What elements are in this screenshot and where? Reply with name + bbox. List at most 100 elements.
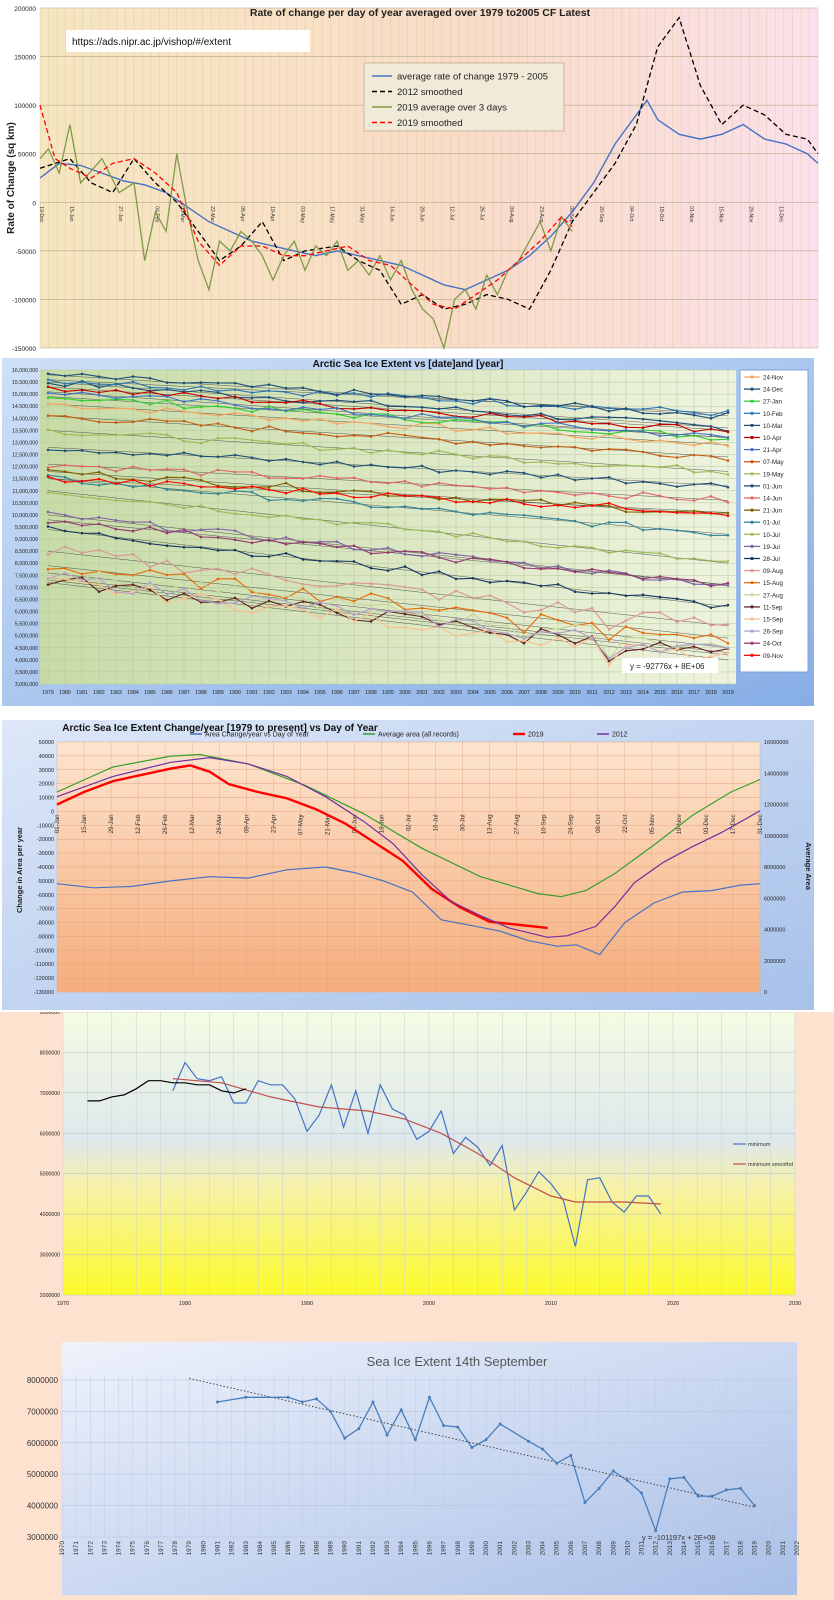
chart2-series-marker: [675, 411, 679, 414]
chart2-series-marker: [709, 427, 713, 431]
chart2-series-marker: [301, 606, 305, 610]
chart2-series-marker: [148, 417, 152, 421]
chart2-series-marker: [624, 481, 628, 485]
chart2-series-marker: [590, 449, 594, 453]
chart2-series-marker: [233, 453, 237, 457]
chart2-legend-label: 19-May: [763, 471, 785, 478]
chart2-series-marker: [318, 603, 322, 606]
chart2-ytick-label: 4,000,000: [15, 658, 38, 664]
chart2-series-marker: [675, 577, 679, 581]
chart2-series-marker: [505, 404, 509, 407]
chart2-series-marker: [658, 510, 662, 513]
chart2-series-marker: [267, 555, 271, 558]
chart2-series-marker: [335, 523, 339, 526]
chart2-series-marker: [573, 610, 577, 614]
chart2-series-marker: [267, 383, 271, 386]
chart3-y2tick-label: 14000000: [764, 771, 788, 777]
chart2-xtick-label: 1991: [246, 690, 258, 696]
chart3-y2tick-label: 12000000: [764, 803, 788, 809]
chart2-series-marker: [488, 536, 492, 539]
chart2-series-marker: [165, 454, 169, 457]
chart2-series-marker: [505, 616, 509, 620]
chart5-xtick-label: 1973: [101, 1541, 108, 1556]
chart2-series-marker: [284, 604, 288, 607]
chart5-series-marker: [385, 1433, 389, 1437]
chart2-series-marker: [114, 592, 118, 596]
chart2-series-marker: [539, 412, 543, 415]
chart2-series-marker: [352, 420, 356, 424]
chart3-ytick-label: -110000: [34, 962, 54, 968]
chart2-ytick-label: 8,500,000: [15, 549, 38, 555]
chart2-trendline: [47, 415, 729, 458]
chart2-series-marker: [624, 497, 628, 500]
chart2-legend-marker: [750, 641, 754, 645]
chart2-series-marker: [131, 386, 135, 390]
chart2-series-marker: [182, 597, 186, 600]
chart2-series-marker: [556, 601, 560, 604]
chart5-xtick-label: 1980: [200, 1541, 207, 1556]
chart2-series-marker: [709, 511, 713, 515]
chart2-legend-marker: [750, 448, 754, 452]
chart2-series-marker: [437, 399, 441, 403]
chart4-ytick-label: 8000000: [40, 1050, 60, 1056]
chart2-series-marker: [386, 448, 390, 452]
chart2-series-marker: [131, 573, 135, 577]
chart2-series-marker: [522, 561, 526, 564]
chart2-series-marker: [369, 451, 373, 455]
chart2-series-marker: [335, 595, 339, 599]
chart2-trendline: [47, 579, 729, 656]
chart2-series-marker: [301, 487, 305, 490]
chart2-series-marker: [539, 498, 543, 502]
chart2-series-marker: [114, 572, 118, 576]
chart2-series-marker: [539, 446, 543, 449]
chart2-series-marker: [80, 578, 84, 582]
chart2-series-marker: [335, 540, 339, 543]
chart2-series-marker: [471, 484, 475, 488]
chart2-series-marker: [148, 411, 152, 415]
chart3-xtick-label: 24-Sep: [568, 814, 575, 835]
chart1-ytick-label: -150000: [12, 346, 36, 353]
chart2-series-marker: [284, 596, 288, 600]
chart2-series-marker: [590, 477, 594, 480]
chart5-series-marker: [442, 1424, 446, 1428]
chart2-series-marker: [131, 583, 135, 587]
chart2-series-marker: [471, 417, 475, 421]
chart2-series-marker: [267, 515, 271, 519]
chart2-series-marker: [573, 401, 577, 405]
chart2-series-marker: [386, 506, 390, 509]
chart2-xtick-label: 2017: [688, 690, 700, 696]
chart2-series-marker: [726, 511, 730, 515]
chart2-series-marker: [573, 478, 577, 482]
chart5-xtick-label: 2011: [639, 1541, 646, 1555]
chart2-series-marker: [250, 588, 254, 591]
chart2-series-marker: [114, 590, 118, 594]
chart2-xtick-label: 1987: [178, 690, 190, 696]
chart2-series-marker: [726, 485, 730, 489]
chart2-series-marker: [692, 453, 696, 457]
chart2-series-marker: [437, 556, 441, 559]
chart2-series-marker: [726, 459, 730, 462]
chart5-xtick-label: 1981: [214, 1541, 221, 1556]
chart2-series-marker: [335, 435, 339, 438]
chart5-xtick-label: 2009: [610, 1541, 617, 1556]
chart2-series-marker: [63, 384, 67, 388]
chart2-series-marker: [114, 584, 118, 588]
chart2-series-marker: [437, 449, 441, 453]
chart2-series-marker: [182, 528, 186, 531]
chart2-series-marker: [675, 409, 679, 413]
chart2-series-marker: [539, 627, 543, 631]
chart5-xtick-label: 2020: [766, 1541, 773, 1556]
chart2-series-marker: [318, 559, 322, 563]
chart2-series-marker: [522, 444, 526, 448]
chart2-ytick-label: 10,500,000: [12, 501, 38, 507]
chart2-series-marker: [46, 521, 50, 525]
chart2-series-marker: [63, 545, 67, 549]
chart1-xtick-label: 23-Aug: [538, 206, 544, 222]
chart5-xtick-label: 1984: [257, 1541, 264, 1556]
chart2-ytick-label: 6,000,000: [15, 610, 38, 616]
chart2-series-marker: [556, 618, 560, 622]
chart2-series-marker: [284, 514, 288, 517]
chart2-series-marker: [182, 451, 186, 455]
chart2-series-marker: [131, 453, 135, 457]
chart2-legend-marker: [750, 605, 754, 609]
